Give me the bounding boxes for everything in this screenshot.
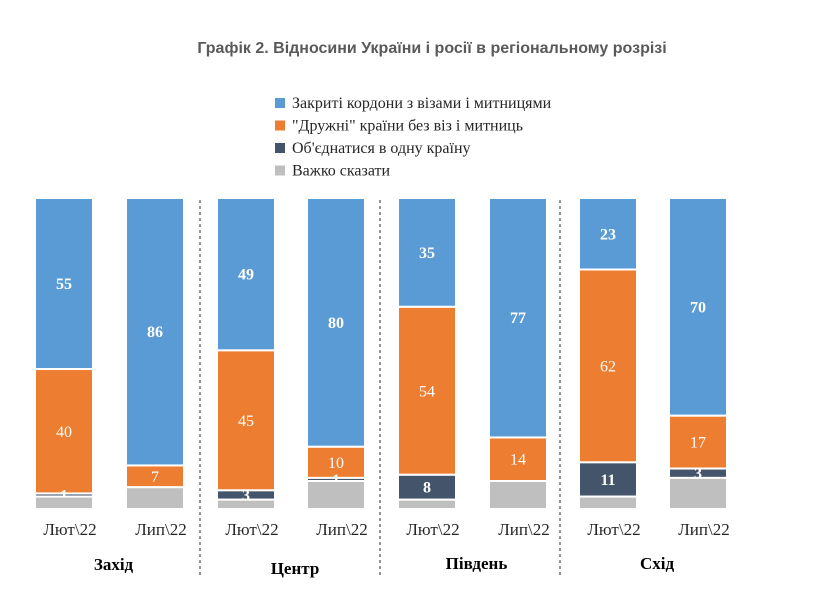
chart-title: Графік 2. Відносини України і росії в ре… bbox=[197, 40, 666, 57]
data-label-0-0-0: 55 bbox=[56, 276, 72, 293]
bar-segment-3-1-0 bbox=[668, 197, 728, 417]
bar-segment-2-1-3 bbox=[488, 480, 548, 511]
data-label-1-0-2: 3 bbox=[242, 488, 250, 505]
data-label-3-0-1: 62 bbox=[600, 358, 616, 375]
legend-label-0: Закриті кордони з візами і митницями bbox=[292, 95, 552, 112]
data-label-2-0-0: 35 bbox=[419, 245, 435, 262]
region-label-3: Схід bbox=[640, 554, 675, 573]
bar-1-1: 80101 bbox=[306, 197, 366, 511]
category-label-1-1: Лип\22 bbox=[316, 520, 367, 539]
bar-3-1: 70 17 3 bbox=[668, 197, 728, 510]
data-label-0-1-1: 7 bbox=[151, 469, 159, 486]
bar-segment-0-1-0 bbox=[125, 197, 185, 467]
bar-0-0: 55401 bbox=[34, 197, 94, 510]
legend-swatch-2 bbox=[275, 143, 285, 153]
bar-2-1: 77 14 bbox=[488, 197, 548, 511]
legend-swatch-1 bbox=[275, 120, 285, 131]
data-label-0-0-1: 40 bbox=[56, 424, 72, 441]
legend-label-3: Важко сказати bbox=[292, 163, 391, 180]
bar-segment-0-0-1 bbox=[34, 368, 94, 495]
region-label-0: Захід bbox=[94, 555, 134, 574]
bar-1-0: 49 45 3 bbox=[216, 197, 276, 511]
data-label-1-1-1: 10 bbox=[328, 455, 344, 472]
data-label-1-0-1: 45 bbox=[238, 413, 254, 430]
data-label-2-0-1: 54 bbox=[419, 383, 435, 400]
region-label-2: Південь bbox=[446, 554, 508, 573]
data-label-2-1-1: 14 bbox=[510, 452, 526, 469]
bar-segment-3-0-0 bbox=[578, 197, 638, 271]
data-label-3-1-2: 3 bbox=[694, 466, 702, 483]
bar-2-0: 35 54 8 bbox=[397, 197, 457, 511]
category-label-1-0: Лют\22 bbox=[225, 520, 278, 539]
bars: 55401867494538010135548771423621170173 bbox=[34, 197, 728, 511]
bar-segment-0-0-0 bbox=[34, 197, 94, 371]
bar-segment-3-1-3 bbox=[668, 476, 728, 510]
bar-3-0: 23 62 11 bbox=[578, 197, 638, 510]
bar-0-1: 86 7 bbox=[125, 197, 185, 511]
bar-segment-3-1-1 bbox=[668, 414, 728, 470]
bar-segment-3-0-3 bbox=[578, 495, 638, 510]
bar-segment-2-0-1 bbox=[397, 305, 457, 476]
data-label-2-1-0: 77 bbox=[510, 310, 526, 327]
data-label-0-1-0: 86 bbox=[147, 324, 163, 341]
legend-label-2: Об'єднатися в одну країну bbox=[292, 140, 471, 157]
category-label-2-0: Лют\22 bbox=[406, 520, 459, 539]
group-separators bbox=[199, 200, 561, 578]
category-label-0-0: Лют\22 bbox=[43, 520, 96, 539]
bar-segment-3-0-2 bbox=[578, 461, 638, 498]
data-label-3-1-1: 17 bbox=[690, 435, 706, 452]
region-label-1: Центр bbox=[271, 559, 320, 578]
bar-segment-1-1-3 bbox=[306, 480, 366, 511]
data-label-2-0-2: 8 bbox=[423, 480, 431, 497]
data-label-1-1-0: 80 bbox=[328, 315, 344, 332]
data-label-3-0-0: 23 bbox=[600, 226, 616, 243]
bar-segment-2-1-0 bbox=[488, 197, 548, 439]
category-label-2-1: Лип\22 bbox=[498, 520, 549, 539]
bar-segment-3-0-1 bbox=[578, 268, 638, 464]
category-label-3-0: Лют\22 bbox=[587, 520, 640, 539]
bar-segment-2-1-1 bbox=[488, 436, 548, 483]
bar-segment-2-0-3 bbox=[397, 498, 457, 511]
data-label-3-0-2: 11 bbox=[600, 472, 615, 489]
bar-segment-1-1-0 bbox=[306, 197, 366, 448]
bar-segment-2-0-0 bbox=[397, 197, 457, 308]
data-label-1-0-0: 49 bbox=[238, 267, 254, 284]
legend-swatch-3 bbox=[275, 165, 285, 176]
bar-segment-1-0-3 bbox=[216, 498, 276, 511]
data-label-3-1-0: 70 bbox=[690, 299, 706, 316]
bar-segment-1-0-1 bbox=[216, 349, 276, 492]
legend: Закриті кордони з візами і митницями "Дру… bbox=[275, 95, 552, 180]
category-label-3-1: Лип\22 bbox=[678, 520, 729, 539]
bar-segment-0-1-3 bbox=[125, 486, 185, 511]
bar-segment-1-0-0 bbox=[216, 197, 276, 352]
legend-label-1: "Дружні" країни без віз і митниць bbox=[292, 118, 523, 135]
bar-segment-0-0-3 bbox=[34, 495, 94, 510]
legend-swatch-0 bbox=[275, 98, 285, 108]
category-label-0-1: Лип\22 bbox=[135, 520, 186, 539]
